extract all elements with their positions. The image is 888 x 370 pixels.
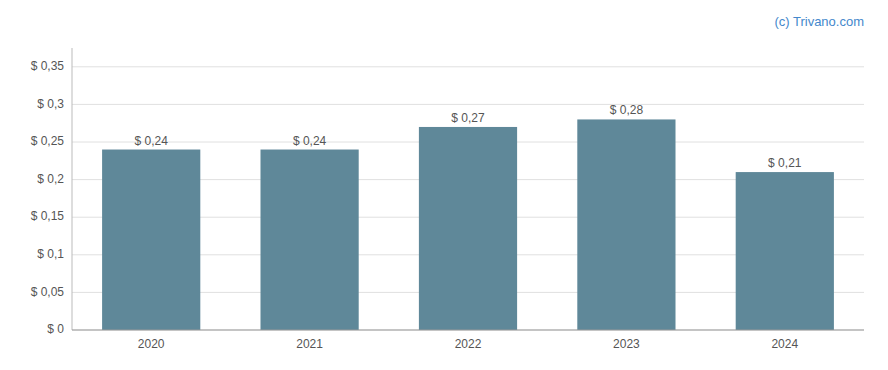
data-label: $ 0,21 <box>768 156 802 170</box>
bar <box>260 150 358 330</box>
y-tick-label: $ 0,2 <box>37 172 64 186</box>
bar <box>102 150 200 330</box>
x-tick-label: 2022 <box>455 337 482 351</box>
y-tick-label: $ 0,35 <box>31 59 65 73</box>
x-axis: 2020 2021 2022 2023 2024 <box>72 330 864 351</box>
x-axis-line <box>72 330 864 331</box>
x-tick-label: 2023 <box>613 337 640 351</box>
y-axis: $ 0 $ 0,05 $ 0,1 $ 0,15 $ 0,2 $ 0,25 $ 0,3 $ 0,… <box>31 48 72 336</box>
x-tick-label: 2024 <box>771 337 798 351</box>
data-label: $ 0,28 <box>610 103 644 117</box>
x-tick-label: 2020 <box>138 337 165 351</box>
x-tick-label: 2021 <box>296 337 323 351</box>
y-tick-label: $ 0,3 <box>37 97 64 111</box>
grid-line <box>72 104 864 105</box>
grid-line <box>72 330 864 331</box>
y-tick-label: $ 0,1 <box>37 247 64 261</box>
chart-container: $ 0 $ 0,05 $ 0,1 $ 0,15 $ 0,2 $ 0,25 $ 0,3 $ 0,… <box>0 0 888 370</box>
bar <box>419 127 517 330</box>
grid <box>72 67 864 330</box>
y-tick-label: $ 0,15 <box>31 209 65 223</box>
data-label: $ 0,27 <box>451 111 485 125</box>
y-tick-label: $ 0,25 <box>31 134 65 148</box>
y-tick-label: $ 0,05 <box>31 285 65 299</box>
chart-svg: $ 0 $ 0,05 $ 0,1 $ 0,15 $ 0,2 $ 0,25 $ 0,3 $ 0,… <box>0 0 888 370</box>
watermark: (c) Trivano.com <box>774 14 864 29</box>
bar <box>577 119 675 330</box>
y-tick-label: $ 0 <box>47 322 64 336</box>
grid-line <box>72 66 864 67</box>
data-label: $ 0,24 <box>135 134 169 148</box>
data-labels: $ 0,24 $ 0,24 $ 0,27 $ 0,28 $ 0,21 <box>135 103 802 170</box>
bar <box>736 172 834 330</box>
data-label: $ 0,24 <box>293 134 327 148</box>
y-axis-line <box>72 48 73 330</box>
bars <box>102 119 834 330</box>
